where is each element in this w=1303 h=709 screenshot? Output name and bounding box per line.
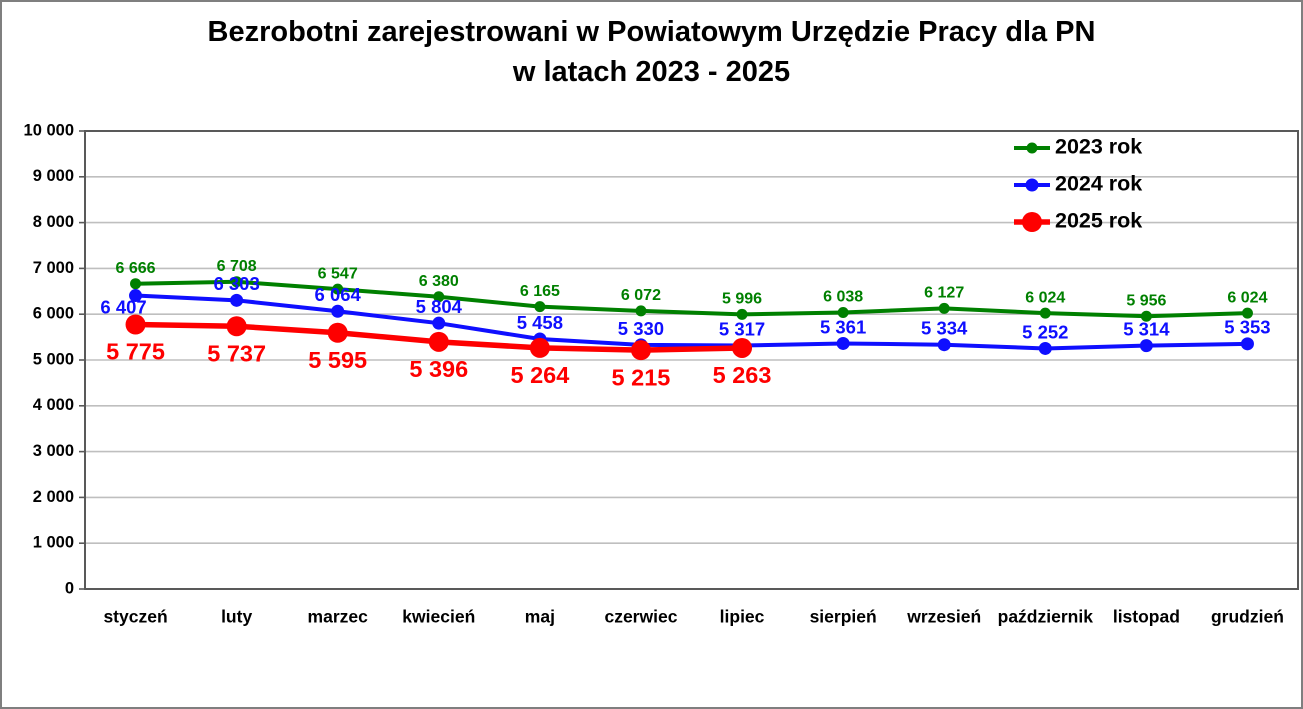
y-tick-label: 8 000	[33, 213, 74, 231]
legend-label: 2023 rok	[1055, 135, 1142, 159]
y-tick-label: 5 000	[33, 350, 74, 368]
series-line-2024-rok	[135, 293, 1248, 351]
data-label: 5 595	[308, 347, 367, 373]
data-point	[226, 316, 247, 337]
chart-title-line-2: w latach 2023 - 2025	[512, 56, 791, 88]
x-axis-label: luty	[221, 607, 252, 627]
data-point	[1241, 307, 1253, 319]
data-label: 6 038	[823, 289, 863, 306]
data-label: 5 361	[820, 316, 866, 337]
legend-marker	[1022, 212, 1042, 232]
data-point	[1038, 341, 1052, 355]
data-point	[230, 293, 244, 307]
data-point	[130, 278, 142, 290]
data-label: 6 072	[621, 287, 661, 304]
data-label: 5 264	[510, 362, 569, 388]
x-axis-label: sierpień	[810, 607, 877, 627]
y-tick-label: 2 000	[33, 488, 74, 506]
data-point	[432, 316, 446, 330]
data-label: 5 334	[921, 318, 968, 339]
data-point	[129, 289, 143, 303]
x-axis-label: marzec	[308, 607, 369, 627]
data-label: 6 666	[116, 260, 156, 277]
data-label: 6 380	[419, 273, 459, 290]
data-point	[837, 306, 849, 318]
data-label: 5 458	[517, 312, 563, 333]
x-axis-label: grudzień	[1211, 607, 1284, 627]
y-tick-label: 0	[65, 579, 74, 597]
data-label: 6 303	[213, 273, 259, 294]
data-point	[433, 291, 445, 303]
legend-marker	[1026, 142, 1038, 154]
y-tick-label: 3 000	[33, 442, 74, 460]
legend-marker	[1025, 178, 1039, 192]
data-point	[332, 283, 344, 295]
data-point	[231, 276, 243, 288]
chart-title-line-1: Bezrobotni zarejestrowani w Powiatowym U…	[207, 16, 1096, 48]
y-tick-label: 9 000	[33, 167, 74, 185]
data-label: 6 708	[217, 258, 257, 275]
data-point	[937, 338, 951, 352]
data-label: 6 407	[100, 296, 146, 317]
data-label: 6 024	[1227, 289, 1267, 306]
data-label: 5 775	[106, 339, 165, 365]
data-point	[428, 331, 449, 352]
data-point	[1039, 307, 1051, 319]
data-label: 5 996	[722, 291, 762, 308]
plot-border	[84, 130, 1299, 590]
data-label: 6 165	[520, 283, 560, 300]
data-label: 5 330	[618, 318, 664, 339]
x-axis-label: czerwiec	[604, 607, 677, 627]
data-point	[125, 314, 146, 335]
data-point	[331, 304, 345, 318]
data-point	[1140, 310, 1152, 322]
y-tick-label: 7 000	[33, 259, 74, 277]
x-axis-label: kwiecień	[402, 607, 475, 627]
data-point	[635, 305, 647, 317]
data-label: 5 956	[1126, 292, 1166, 309]
data-label: 5 263	[713, 362, 772, 388]
data-point	[836, 336, 850, 350]
data-label: 6 127	[924, 285, 964, 302]
data-label: 5 353	[1224, 317, 1270, 338]
data-label: 5 804	[416, 296, 463, 317]
series-line-2023-rok	[135, 279, 1248, 319]
data-label: 5 314	[1123, 319, 1170, 340]
data-label: 5 252	[1022, 321, 1068, 342]
legend-label: 2024 rok	[1055, 172, 1142, 196]
data-point	[938, 302, 950, 314]
data-label: 5 737	[207, 340, 266, 366]
y-tick-label: 6 000	[33, 305, 74, 323]
x-axis-label: październik	[998, 607, 1094, 627]
data-label: 6 064	[315, 284, 362, 305]
data-label: 6 547	[318, 265, 358, 282]
x-axis-label: listopad	[1113, 607, 1180, 627]
x-axis-label: maj	[525, 607, 555, 627]
y-tick-label: 4 000	[33, 396, 74, 414]
data-label: 5 215	[612, 364, 671, 390]
y-tick-label: 1 000	[33, 534, 74, 552]
data-point	[529, 337, 550, 358]
data-point	[630, 340, 651, 361]
chart-title: Bezrobotni zarejestrowani w Powiatowym U…	[2, 12, 1301, 92]
data-label: 5 317	[719, 318, 765, 339]
y-tick-label: 10 000	[24, 121, 74, 139]
x-axis-label: styczeń	[103, 607, 167, 627]
data-label: 5 396	[409, 356, 468, 382]
data-point	[736, 308, 748, 320]
data-point	[534, 301, 546, 313]
data-label: 6 024	[1025, 289, 1065, 306]
data-point	[327, 322, 348, 343]
data-point	[732, 337, 753, 358]
data-point	[1240, 337, 1254, 351]
legend-label: 2025 rok	[1055, 209, 1142, 233]
x-axis-label: wrzesień	[906, 607, 981, 627]
data-point	[1139, 339, 1153, 353]
x-axis-label: lipiec	[720, 607, 765, 627]
